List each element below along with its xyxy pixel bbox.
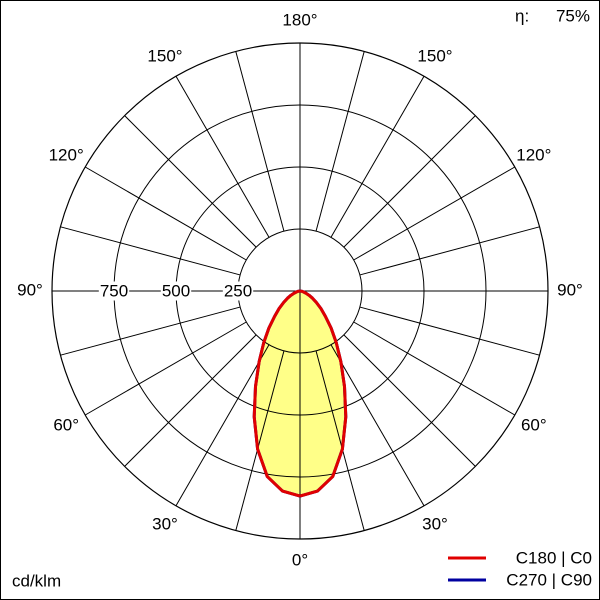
grid-line xyxy=(235,51,285,232)
grid-line xyxy=(330,75,425,238)
angle-tick-label: 0° xyxy=(292,550,308,569)
grid-line xyxy=(84,321,247,416)
angle-tick-label: 60° xyxy=(521,415,547,434)
grid-line xyxy=(84,166,247,261)
grid-line xyxy=(235,350,285,531)
legend-label: C270 | C90 xyxy=(506,570,592,589)
curve xyxy=(252,289,301,498)
grid-line xyxy=(359,226,540,276)
r-tick-label: 500 xyxy=(162,281,190,300)
grid-line xyxy=(175,344,270,507)
grid-line xyxy=(124,115,257,248)
angle-tick-label: 60° xyxy=(53,415,79,434)
angle-tick-label: 90° xyxy=(17,280,43,299)
angle-tick-label: 150° xyxy=(147,47,182,66)
r-tick-label-bg xyxy=(160,281,192,301)
grid-line xyxy=(343,334,476,467)
grid-line xyxy=(315,350,365,531)
grid-line xyxy=(343,115,476,248)
curve xyxy=(299,289,348,498)
angle-tick-label: 150° xyxy=(417,47,452,66)
grid-line xyxy=(359,306,540,356)
grid-line xyxy=(330,344,425,507)
angle-tick-label: 30° xyxy=(152,514,178,533)
angle-tick-label: 120° xyxy=(49,145,84,164)
unit-label: cd/klm xyxy=(12,571,61,590)
efficiency: 75% xyxy=(556,6,590,25)
angle-tick-label: 180° xyxy=(282,10,317,29)
grid-line xyxy=(60,226,241,276)
r-tick-label: 750 xyxy=(100,281,128,300)
r-tick-label: 250 xyxy=(224,281,252,300)
grid-line xyxy=(353,321,516,416)
legend-label: C180 | C0 xyxy=(516,548,592,567)
angle-tick-label: 30° xyxy=(422,514,448,533)
angle-tick-label: 120° xyxy=(516,145,551,164)
angle-tick-label: 90° xyxy=(557,280,583,299)
r-tick-label-bg xyxy=(222,281,254,301)
grid-line xyxy=(353,166,516,261)
efficiency-symbol: η: xyxy=(515,6,529,25)
grid-line xyxy=(124,334,257,467)
grid-line xyxy=(315,51,365,232)
grid-line xyxy=(60,306,241,356)
r-tick-label-bg xyxy=(98,281,130,301)
grid-line xyxy=(175,75,270,238)
